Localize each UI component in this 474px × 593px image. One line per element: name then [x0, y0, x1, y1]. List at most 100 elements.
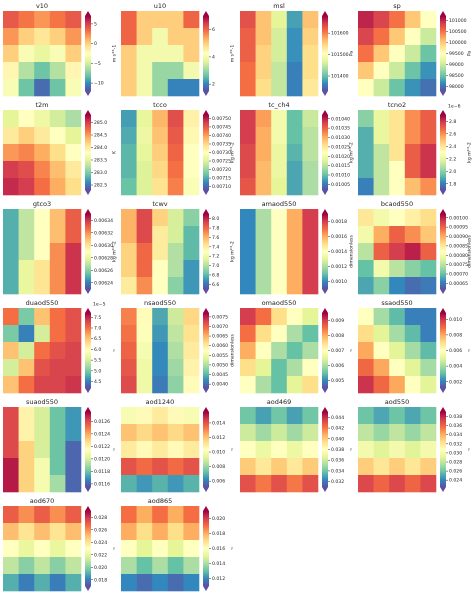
colorbar-tick-label: 0 [94, 41, 97, 47]
heatmap-cell [65, 308, 82, 326]
heatmap-cell [240, 308, 256, 326]
heatmap-cell [358, 277, 374, 295]
heatmap-cell [49, 45, 66, 63]
heatmap-cell [404, 407, 421, 425]
colorbar-tick-label: 0.00735 [212, 141, 231, 147]
colorbar-tick-label: 0.0070 [212, 324, 228, 330]
heatmap-cell [183, 226, 200, 244]
colorbar-extend-top [203, 209, 209, 214]
heatmap-cell [121, 110, 137, 128]
heatmap-cell [34, 209, 51, 227]
colorbar-tick-label: 0.00085 [449, 243, 468, 249]
heatmap-cell [65, 110, 82, 128]
heatmap-cell [65, 62, 82, 80]
heatmap-cell [389, 243, 406, 261]
heatmap-cell [18, 424, 35, 442]
colorbar-extend-top [85, 209, 91, 214]
heatmap-cell [404, 376, 421, 394]
heatmap-cell [404, 458, 421, 476]
heatmap-cell [420, 79, 437, 97]
colorbar-tick-label: 0.00710 [212, 184, 231, 190]
heatmap-cell [65, 260, 82, 278]
heatmap-cell [358, 161, 374, 179]
heatmap-cell [34, 458, 51, 476]
heatmap-cell [183, 557, 200, 575]
heatmap-cell [271, 79, 288, 97]
heatmap-cell [34, 226, 51, 244]
colorbar-tick-label: 0.0012 [331, 264, 347, 270]
heatmap-cell [389, 458, 406, 476]
heatmap-cell [65, 243, 82, 261]
heatmap-cell [286, 62, 303, 80]
colorbar-units: ~ [468, 447, 473, 451]
colorbar-tick-label: 284.0 [94, 145, 107, 151]
colorbar-tick-label: 7.0 [212, 263, 219, 269]
colorbar-extend-top [85, 407, 91, 412]
colorbar-units: kg m**-2 [230, 142, 236, 163]
panel-title: amaod550 [262, 200, 297, 208]
panel-title: tcco [153, 101, 167, 109]
heatmap-cell [286, 407, 303, 425]
heatmap-cell [18, 11, 35, 29]
heatmap-cell [34, 79, 51, 97]
colorbar-extend-bottom [203, 388, 209, 393]
heatmap-cell [286, 260, 303, 278]
heatmap-cell [3, 260, 19, 278]
heatmap-cell [183, 342, 200, 360]
colorbar-tick-label: 0.00628 [94, 255, 113, 261]
colorbar-tick-label: 0.012 [212, 435, 225, 441]
colorbar-extend-top [85, 110, 91, 115]
heatmap-cell [167, 475, 184, 493]
heatmap-cell [167, 523, 184, 541]
heatmap-cell [18, 277, 35, 295]
colorbar-extend-bottom [322, 190, 328, 195]
heatmap-cell [420, 243, 437, 261]
heatmap-cell [49, 161, 66, 179]
colorbar-tick-label: −5 [94, 61, 101, 67]
colorbar-extend-bottom [440, 289, 446, 294]
heatmap-cell [121, 209, 137, 227]
heatmap-cell [420, 28, 437, 46]
colorbar-units: m s**-1 [112, 45, 118, 63]
heatmap-cell [255, 226, 272, 244]
colorbar-tick-label: 0.012 [212, 576, 225, 582]
colorbar-extend-bottom [85, 388, 91, 393]
heatmap-cell [389, 359, 406, 377]
heatmap-cell [404, 277, 421, 295]
heatmap-cell [286, 342, 303, 360]
heatmap-cell [136, 110, 153, 128]
heatmap-cell [183, 11, 200, 29]
colorbar-tick-label: 0.040 [331, 436, 344, 442]
heatmap-cell [136, 226, 153, 244]
colorbar-tick-label: 0.032 [449, 441, 462, 447]
colorbar-units: dimensionless [467, 235, 473, 268]
heatmap-cell [302, 407, 319, 425]
heatmap-cell [389, 441, 406, 459]
colorbar-tick-label: 5.0 [94, 368, 101, 374]
colorbar-units: kg m**-2 [467, 142, 473, 163]
heatmap-cell [420, 441, 437, 459]
colorbar-tick-label: 0.00632 [94, 230, 113, 236]
heatmap-cell [404, 260, 421, 278]
colorbar-extend-top [85, 308, 91, 313]
heatmap-cell [152, 277, 169, 295]
colorbar-tick-label: 0.034 [449, 432, 462, 438]
heatmap-cell [18, 557, 35, 575]
heatmap-cell [183, 325, 200, 343]
colorbar-units: dimensionless [230, 334, 236, 367]
heatmap-cell [136, 359, 153, 377]
colorbar-tick-label: 98000 [449, 84, 464, 90]
heatmap-cell [121, 574, 137, 592]
heatmap-cell [358, 243, 374, 261]
colorbar-extend-top [322, 407, 328, 412]
colorbar-tick-label: 0.036 [331, 458, 344, 464]
heatmap-cell [3, 557, 19, 575]
colorbar-extend-top [322, 308, 328, 313]
colorbar [440, 412, 446, 487]
colorbar-tick-label: 0.00634 [94, 218, 113, 224]
heatmap-cell [49, 62, 66, 80]
heatmap-cell [302, 62, 319, 80]
heatmap-cell [255, 359, 272, 377]
heatmap-cell [65, 226, 82, 244]
heatmap-cell [358, 359, 374, 377]
